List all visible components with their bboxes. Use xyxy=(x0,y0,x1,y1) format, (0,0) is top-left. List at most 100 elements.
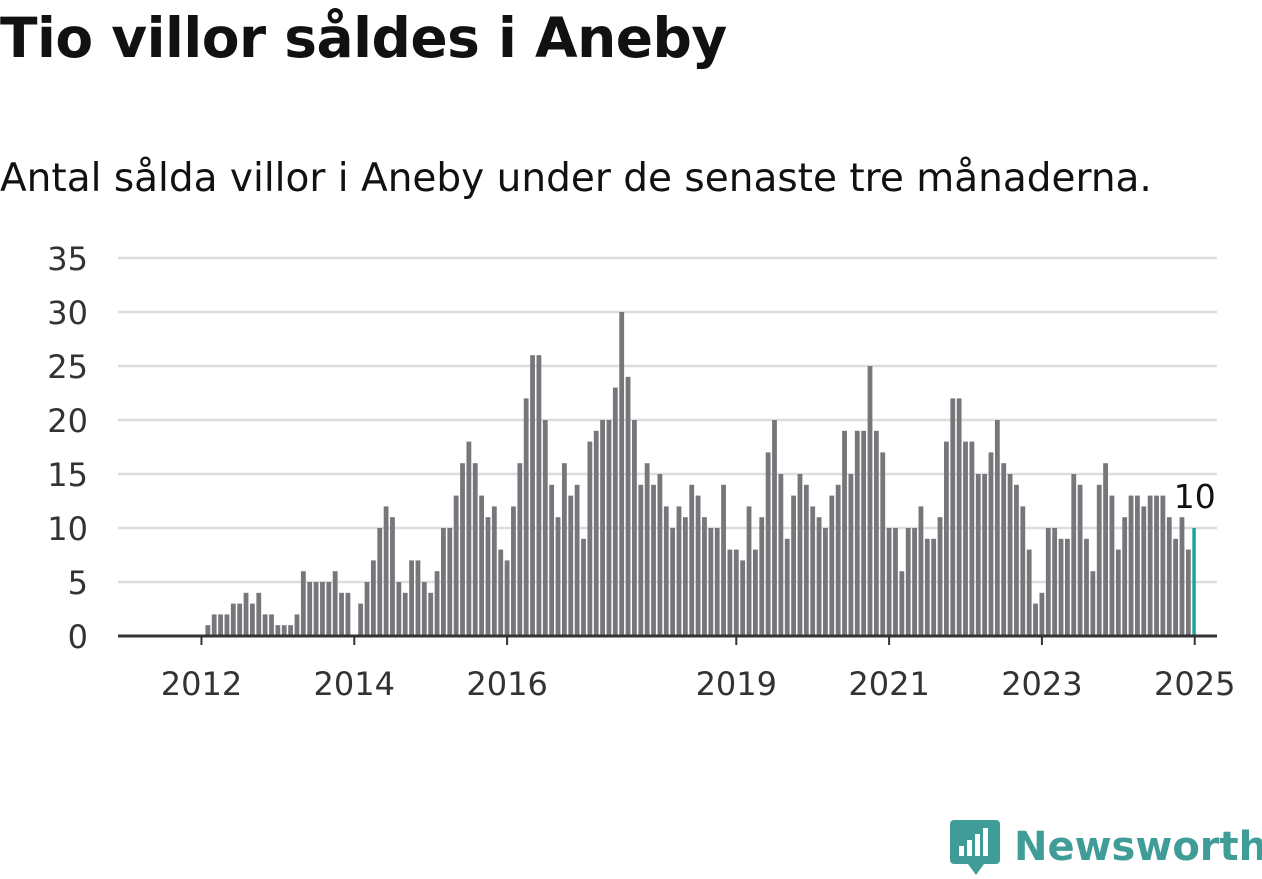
y-tick-label: 35 xyxy=(47,240,88,278)
y-tick-label: 10 xyxy=(47,510,88,548)
bar xyxy=(479,495,485,636)
bar xyxy=(377,528,383,636)
bar xyxy=(1064,538,1070,636)
x-tick-label: 2023 xyxy=(1001,665,1082,703)
bar xyxy=(733,549,739,636)
chart-subtitle: Antal sålda villor i Aneby under de sena… xyxy=(0,156,1152,201)
bar xyxy=(606,420,612,636)
bar xyxy=(950,398,956,636)
bar xyxy=(504,560,510,636)
bar xyxy=(472,463,478,636)
y-tick-label: 15 xyxy=(47,456,88,494)
brand-name: Newsworthy xyxy=(1014,824,1262,870)
bar xyxy=(1033,603,1038,636)
bar xyxy=(912,528,917,636)
bar xyxy=(555,517,561,636)
bar xyxy=(1077,484,1083,636)
bar xyxy=(491,506,497,636)
bar xyxy=(1039,592,1045,636)
bar xyxy=(918,506,924,636)
bar xyxy=(466,441,472,636)
bar xyxy=(511,506,516,636)
bar xyxy=(593,430,599,636)
bar xyxy=(498,549,504,636)
bar xyxy=(689,484,695,636)
value-label: 10 xyxy=(1174,477,1216,516)
bar xyxy=(619,312,625,636)
bar xyxy=(313,582,319,636)
bar xyxy=(982,474,988,636)
bar xyxy=(1007,474,1013,636)
bar xyxy=(893,528,898,636)
bar xyxy=(854,430,860,636)
bar xyxy=(320,582,325,636)
y-tick-label: 30 xyxy=(47,294,88,332)
bar xyxy=(517,463,523,636)
newsworthy-logo-icon xyxy=(950,820,1000,875)
bar xyxy=(211,614,217,636)
bar xyxy=(931,538,937,636)
bar xyxy=(409,560,414,636)
bar xyxy=(396,582,402,636)
bar xyxy=(670,528,676,636)
bar xyxy=(581,538,586,636)
bar xyxy=(702,517,707,636)
bar xyxy=(1109,495,1115,636)
bar xyxy=(1103,463,1108,636)
newsworthy-logo: Newsworthy xyxy=(950,818,1262,876)
bar xyxy=(644,463,650,636)
bar xyxy=(294,614,300,636)
bar xyxy=(676,506,682,636)
bar xyxy=(803,484,809,636)
bar xyxy=(1122,517,1128,636)
bar xyxy=(1020,506,1026,636)
bar xyxy=(682,517,688,636)
y-tick-label: 20 xyxy=(47,402,88,440)
bar xyxy=(460,463,465,636)
bar xyxy=(625,376,631,636)
bar xyxy=(772,420,777,636)
bar xyxy=(358,603,364,636)
bar xyxy=(867,366,873,636)
bar xyxy=(956,398,962,636)
bar-highlight xyxy=(1192,528,1196,636)
bar xyxy=(383,506,389,636)
bar xyxy=(740,560,746,636)
x-tick-label: 2014 xyxy=(314,665,395,703)
bar xyxy=(1014,484,1019,636)
bar xyxy=(1084,538,1089,636)
bar xyxy=(695,495,701,636)
bar xyxy=(765,452,771,636)
bar xyxy=(345,592,351,636)
bar xyxy=(963,441,968,636)
bar xyxy=(1090,571,1096,636)
bar xyxy=(1052,528,1058,636)
bar xyxy=(657,474,663,636)
y-tick-label: 5 xyxy=(68,564,88,602)
bar xyxy=(714,528,720,636)
bar xyxy=(536,355,542,636)
bar xyxy=(944,441,949,636)
x-tick-label: 2016 xyxy=(466,665,547,703)
bar xyxy=(905,528,911,636)
bar xyxy=(663,506,669,636)
bar xyxy=(561,463,567,636)
bar xyxy=(1141,506,1147,636)
bar xyxy=(810,506,816,636)
bar xyxy=(778,474,784,636)
bar xyxy=(861,430,867,636)
bar xyxy=(1001,463,1007,636)
bar xyxy=(816,517,822,636)
bar xyxy=(632,420,637,636)
bar xyxy=(1173,538,1179,636)
bar xyxy=(434,571,440,636)
bar xyxy=(587,441,593,636)
bar xyxy=(823,528,828,636)
bar xyxy=(269,614,274,636)
bar xyxy=(415,560,421,636)
bar xyxy=(784,538,790,636)
y-axis-ticks: 0 5 10 15 20 25 30 35 xyxy=(47,240,88,656)
bar xyxy=(1071,474,1077,636)
